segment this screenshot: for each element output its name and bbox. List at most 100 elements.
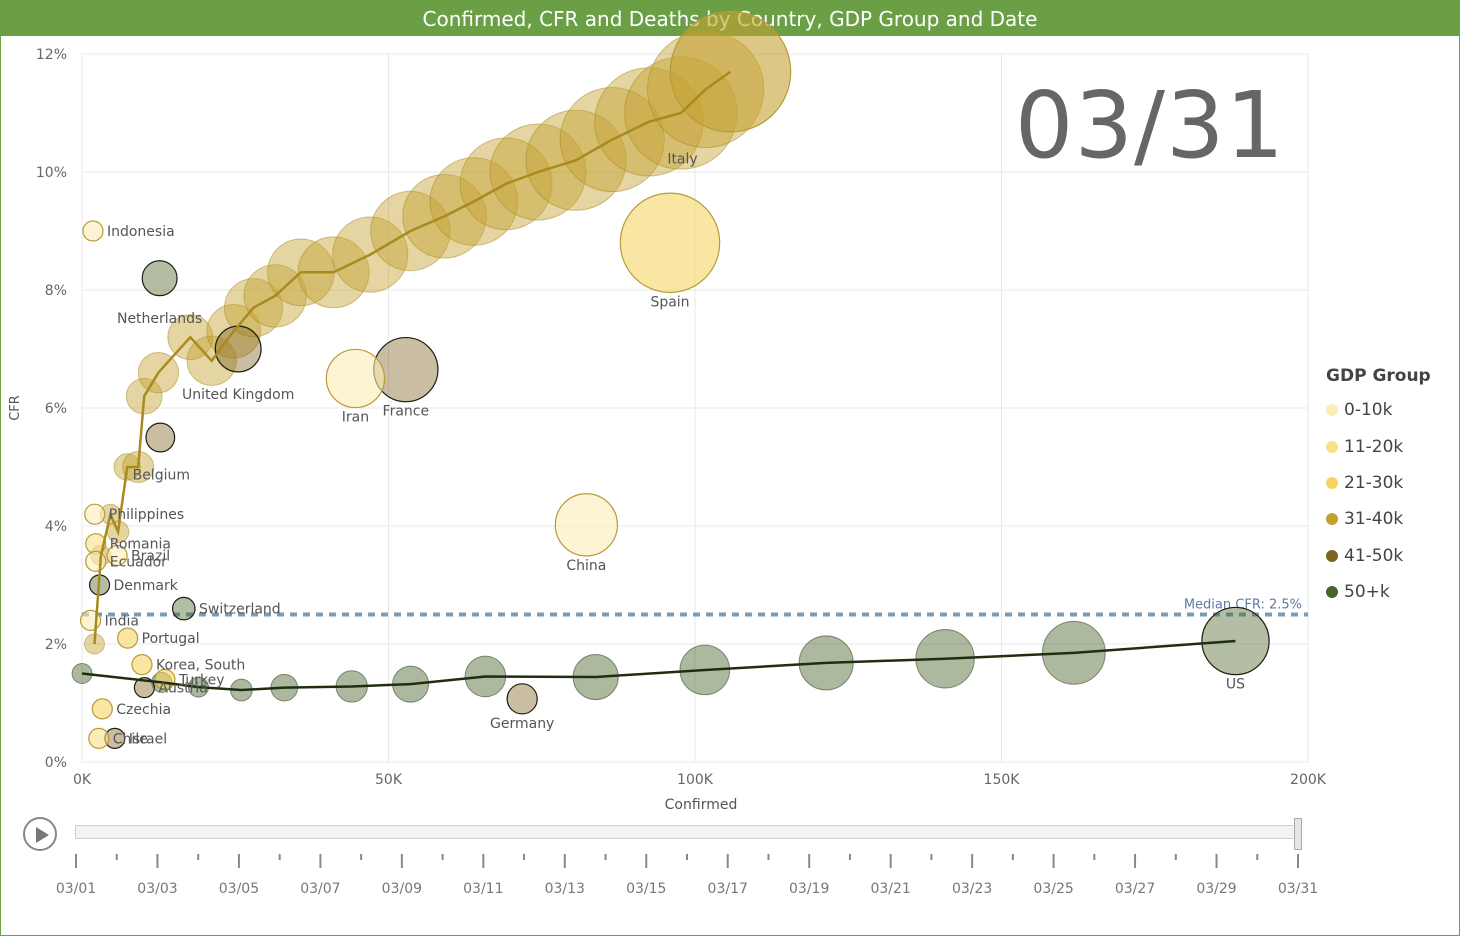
timeline-label: 03/09 — [382, 881, 422, 897]
trail-lines — [81, 70, 1236, 692]
legend-item-11-20k[interactable]: 11-20k — [1326, 428, 1456, 464]
axes: 0K 50K 100K 150K 200K 0% 2% 4% 6% 8% 10% 12% Confirm… — [8, 47, 1327, 813]
timeline-label: 03/17 — [708, 881, 748, 897]
reference-line: Median CFR: 2.5% — [82, 598, 1308, 617]
legend-dot-icon — [1326, 476, 1338, 489]
label-israel: Israel — [129, 731, 167, 747]
label-turkey: Turkey — [178, 672, 225, 688]
label-united-kingdom: United Kingdom — [182, 387, 294, 403]
bubble-belgium[interactable] — [145, 422, 176, 453]
bubble-portugal[interactable] — [117, 627, 139, 649]
timeline-label: 03/01 — [56, 881, 96, 897]
country-labels: Italy Spain US France China Iran United Kingdo… — [105, 152, 1246, 748]
label-austria: Austria — [158, 681, 207, 697]
legend-label: 21-30k — [1344, 472, 1404, 493]
legend-dot-icon — [1326, 440, 1338, 453]
label-denmark: Denmark — [114, 578, 179, 594]
timeline-slider-track[interactable] — [75, 825, 1299, 839]
legend-label: 50+k — [1344, 582, 1390, 603]
label-iran: Iran — [342, 410, 369, 426]
bubble-us[interactable] — [1201, 606, 1270, 676]
timeline-label: 03/07 — [300, 881, 340, 897]
label-china: China — [566, 558, 606, 574]
bubble-spain[interactable] — [619, 192, 721, 294]
timeline-label: 03/25 — [1033, 881, 1073, 897]
label-brazil: Brazil — [131, 549, 170, 565]
play-icon — [36, 827, 49, 843]
timeline-label: 03/31 — [1278, 881, 1318, 897]
bubble-czechia[interactable] — [91, 698, 113, 720]
bubble-netherlands[interactable] — [141, 260, 178, 297]
legend-label: 11-20k — [1344, 436, 1404, 457]
label-philippines: Philippines — [109, 507, 184, 523]
bubble-ecuador[interactable] — [85, 550, 107, 573]
timeline-label: 03/13 — [545, 881, 585, 897]
bubble-iran[interactable] — [325, 348, 386, 409]
legend-dot-icon — [1326, 404, 1338, 417]
y-tick-label: 0% — [45, 755, 67, 771]
legend-label: 31-40k — [1344, 509, 1404, 530]
legend-item-21-30k[interactable]: 21-30k — [1326, 465, 1456, 501]
bubble-china[interactable] — [554, 493, 619, 557]
label-switzerland: Switzerland — [199, 602, 281, 618]
legend-label: 0-10k — [1344, 400, 1393, 421]
label-indonesia: Indonesia — [107, 224, 175, 240]
bubble-brazil[interactable] — [106, 544, 128, 567]
legend-item-31-40k[interactable]: 31-40k — [1326, 501, 1456, 537]
label-germany: Germany — [490, 716, 554, 732]
timeline-label: 03/03 — [137, 881, 177, 897]
legend-dot-icon — [1326, 586, 1338, 599]
x-tick-label: 0K — [73, 772, 92, 788]
label-romania: Romania — [110, 537, 171, 553]
y-tick-label: 2% — [45, 637, 67, 653]
timeline-slider-handle[interactable] — [1294, 818, 1302, 850]
timeline-label: 03/15 — [626, 881, 666, 897]
x-tick-label: 50K — [375, 772, 403, 788]
label-france: France — [383, 404, 430, 420]
grid — [81, 53, 1309, 763]
y-tick-label: 8% — [45, 283, 67, 299]
timeline-label: 03/05 — [219, 881, 259, 897]
us-trail-line — [81, 639, 1236, 692]
timeline-label: 03/19 — [789, 881, 829, 897]
label-us: US — [1226, 677, 1245, 693]
label-korea-south: Korea, South — [156, 658, 245, 674]
bubble-philippines[interactable] — [84, 503, 106, 525]
label-belgium: Belgium — [133, 468, 190, 484]
legend-title: GDP Group — [1326, 366, 1431, 386]
legend-label: 41-50k — [1344, 545, 1404, 566]
timeline-label: 03/11 — [463, 881, 503, 897]
y-tick-label: 10% — [36, 165, 67, 181]
legend-item-0-10k[interactable]: 0-10k — [1326, 392, 1456, 428]
bubble-switzerland[interactable] — [171, 596, 196, 621]
bubble-austria[interactable] — [133, 677, 156, 699]
bubble-chile[interactable] — [88, 727, 110, 750]
timeline-label: 03/27 — [1115, 881, 1155, 897]
legend-item-41-50k[interactable]: 41-50k — [1326, 538, 1456, 574]
median-cfr-label: Median CFR: 2.5% — [1184, 598, 1302, 613]
y-tick-label: 12% — [36, 47, 67, 63]
label-italy: Italy — [667, 152, 697, 168]
label-ecuador: Ecuador — [110, 554, 167, 570]
bubble-korea-south[interactable] — [131, 654, 153, 676]
legend-item-50k-plus[interactable]: 50+k — [1326, 574, 1456, 610]
timeline-axis: 03/01 03/03 03/05 03/07 03/09 03/11 03/13 03/15… — [56, 854, 1318, 897]
y-tick-label: 4% — [45, 519, 67, 535]
label-chile: Chile — [113, 731, 148, 747]
bubble-united-kingdom[interactable] — [214, 325, 262, 373]
label-czechia: Czechia — [116, 702, 171, 718]
legend-dot-icon — [1326, 549, 1338, 562]
play-button[interactable] — [23, 817, 57, 851]
date-stamp: 03/31 — [1014, 72, 1286, 179]
legend-dot-icon — [1326, 513, 1338, 526]
legend: GDP Group 0-10k 11-20k 21-30k 31-40k 41-… — [1326, 366, 1456, 610]
label-portugal: Portugal — [142, 631, 200, 647]
bubble-germany[interactable] — [506, 683, 538, 715]
bubble-indonesia[interactable] — [82, 220, 104, 242]
timeline-label: 03/21 — [870, 881, 910, 897]
timeline-label: 03/23 — [952, 881, 992, 897]
bubbles[interactable] — [79, 10, 1270, 750]
label-india: India — [105, 613, 139, 629]
y-tick-label: 6% — [45, 401, 67, 417]
